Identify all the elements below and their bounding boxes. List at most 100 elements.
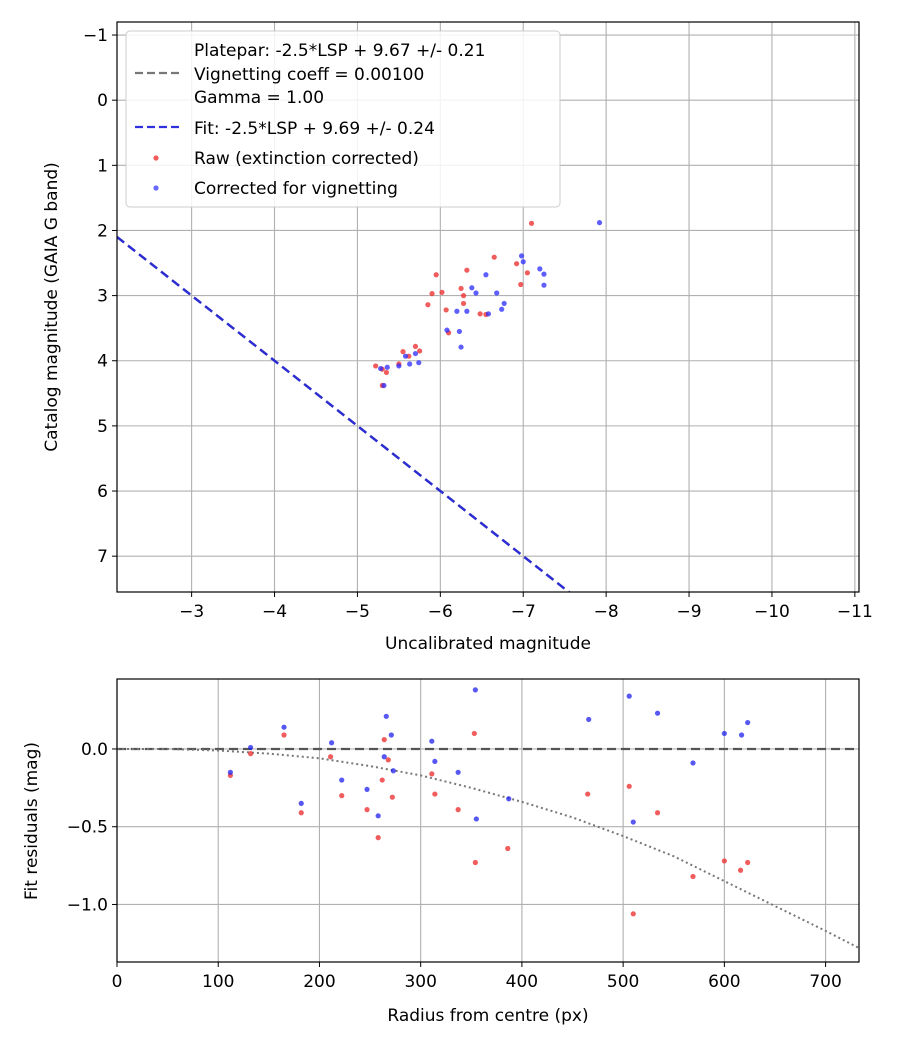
bottom-point-corrected [227,769,233,775]
legend-entry-gamma: Gamma = 1.00 [194,88,324,108]
top-point-corrected [407,361,413,367]
bottom-point-corrected [329,740,335,746]
top-point-raw [400,349,406,355]
top-point-corrected [381,382,387,389]
bottom-point-corrected [472,687,478,693]
bottom-point-corrected [339,777,345,783]
bottom-point-raw [385,757,391,763]
top-point-corrected [501,300,507,307]
bottom-y-tick-label: 0.0 [81,740,108,760]
bottom-point-corrected [281,724,287,730]
top-point-raw [460,293,467,299]
bottom-reference-lines [117,747,859,949]
top-y-ticks: −1 0 1 2 3 4 5 6 7 [83,26,117,567]
top-point-corrected [469,285,475,291]
top-point-corrected [518,253,525,259]
top-point-raw [383,369,390,376]
bottom-point-corrected [381,754,387,760]
bottom-point-corrected [738,732,745,738]
bottom-point-raw [364,807,370,813]
top-point-raw [373,363,379,369]
top-x-tick-label: −3 [179,602,204,622]
bottom-point-raw [626,783,632,789]
bottom-point-raw [339,793,345,799]
top-point-corrected [396,363,402,369]
bottom-plot-area [117,679,859,962]
bottom-point-corrected [390,768,396,774]
bottom-point-raw [432,791,438,797]
legend-entry-raw: Raw (extinction corrected) [194,149,419,169]
bottom-point-corrected [721,730,727,737]
top-x-tick-label: −6 [428,602,453,622]
top-point-raw [464,267,470,273]
bottom-point-raw [379,777,385,783]
bottom-point-raw [389,794,395,800]
top-x-axis-label: Uncalibrated magnitude [385,634,591,654]
bottom-x-ticks: 0 100 200 300 400 500 600 700 [112,962,842,992]
bottom-point-corrected [654,710,661,716]
bottom-x-axis-label: Radius from centre (px) [387,1006,588,1026]
bottom-point-corrected [298,800,304,806]
bottom-point-corrected [375,813,381,819]
bottom-x-tick-label: 100 [202,972,234,992]
bottom-point-raw [381,737,387,743]
bottom-point-corrected [432,758,438,765]
top-point-raw [429,291,435,297]
top-point-corrected [499,306,505,312]
top-point-corrected [378,365,384,372]
legend-entry-platepar: Platepar: -2.5*LSP + 9.67 +/- 0.21 [194,41,485,61]
top-point-raw [460,300,467,307]
bottom-vignetting-curve [117,747,859,949]
top-line-fit [117,236,571,592]
top-point-corrected [596,220,603,226]
top-point-raw [514,261,520,267]
top-point-raw [458,285,464,292]
top-y-tick-label: −1 [83,26,108,46]
bottom-point-raw [745,859,751,866]
top-point-corrected [444,327,450,333]
top-y-tick-label: 0 [97,91,108,111]
top-x-ticks: −3 −4 −5 −6 −7 −8 −9 −10 −11 [179,592,873,622]
bottom-point-corrected [248,744,254,751]
top-y-tick-label: 3 [97,287,108,307]
top-point-corrected [473,290,479,296]
top-point-raw [417,348,423,354]
top-x-tick-label: −5 [345,602,370,622]
bottom-point-raw [455,807,461,813]
top-point-raw [443,307,449,313]
residuals-panel: 0 100 200 300 400 500 600 700 0.0 −0.5 −1.0 Radiu… [22,678,860,1026]
top-point-corrected [520,259,526,265]
legend-entry-vignetting: Vignetting coeff = 0.00100 [194,65,424,85]
bottom-point-corrected [690,760,696,766]
top-point-raw [518,281,524,288]
bottom-point-raw [429,771,435,777]
bottom-point-corrected [630,819,636,825]
top-point-corrected [402,353,409,359]
top-point-corrected [541,271,547,277]
top-point-corrected [458,344,464,350]
legend-red-marker [153,155,159,161]
bottom-y-axis-label: Fit residuals (mag) [22,742,42,900]
top-point-corrected [416,360,422,366]
bottom-data-points [227,687,751,917]
bottom-point-raw [721,858,727,864]
bottom-point-raw [690,873,696,880]
bottom-x-tick-label: 300 [404,972,436,992]
top-point-corrected [483,272,489,278]
bottom-plot-frame [116,678,860,963]
top-x-tick-label: −7 [511,602,536,622]
bottom-point-corrected [745,719,751,726]
top-point-corrected [384,364,390,370]
top-point-corrected [494,290,500,296]
legend-box [125,30,561,208]
top-y-tick-label: 4 [97,352,108,372]
top-fit-lines [117,235,571,592]
bottom-point-corrected [506,796,512,802]
top-x-tick-label: −8 [594,602,619,622]
bottom-point-raw [281,732,287,738]
bottom-point-raw [471,730,477,737]
top-point-corrected [537,266,543,272]
bottom-point-corrected [626,693,632,699]
